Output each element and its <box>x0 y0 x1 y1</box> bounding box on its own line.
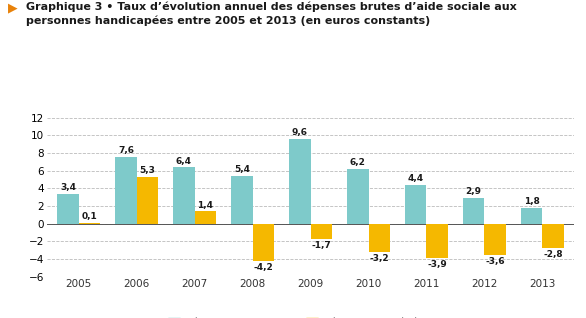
Text: -4,2: -4,2 <box>254 263 273 272</box>
Text: ▶: ▶ <box>8 2 17 15</box>
Bar <box>347 169 369 224</box>
Text: -3,6: -3,6 <box>485 257 505 266</box>
Bar <box>543 224 564 248</box>
Text: -1,7: -1,7 <box>311 241 331 250</box>
Text: -2,8: -2,8 <box>543 250 563 259</box>
Text: 9,6: 9,6 <box>292 128 308 137</box>
Text: 1,8: 1,8 <box>524 197 540 206</box>
Text: 0,1: 0,1 <box>81 212 97 221</box>
Bar <box>137 177 158 224</box>
Bar <box>427 224 448 258</box>
Bar <box>485 224 506 255</box>
Text: 4,4: 4,4 <box>408 174 424 183</box>
Bar <box>253 224 274 261</box>
Text: Graphique 3 • Taux d’évolution annuel des dépenses brutes d’aide sociale aux
per: Graphique 3 • Taux d’évolution annuel de… <box>26 2 517 26</box>
Text: 1,4: 1,4 <box>197 201 213 210</box>
Bar <box>405 185 427 224</box>
Bar <box>521 208 543 224</box>
Text: -3,9: -3,9 <box>427 260 447 269</box>
Bar <box>79 223 100 224</box>
Text: 3,4: 3,4 <box>60 183 76 192</box>
Bar <box>311 224 332 239</box>
Text: 6,2: 6,2 <box>350 158 366 167</box>
Text: 5,3: 5,3 <box>139 166 155 175</box>
Bar <box>463 198 485 224</box>
Bar <box>289 139 311 224</box>
Bar <box>173 167 195 224</box>
Text: 6,4: 6,4 <box>176 156 192 166</box>
Bar <box>231 176 253 224</box>
Text: -3,2: -3,2 <box>369 254 389 263</box>
Bar <box>57 194 79 224</box>
Text: 5,4: 5,4 <box>234 165 250 174</box>
Bar <box>115 156 137 224</box>
Text: 2,9: 2,9 <box>466 187 482 197</box>
Legend: Dépense brute totale, Dépense par bénéficiaire: Dépense brute totale, Dépense par bénéfi… <box>163 313 458 318</box>
Bar <box>195 211 216 224</box>
Text: 7,6: 7,6 <box>118 146 134 155</box>
Bar <box>369 224 390 252</box>
